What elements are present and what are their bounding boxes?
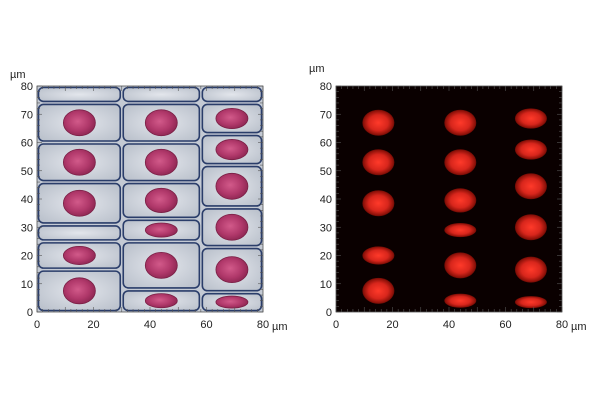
- nucleus: [144, 293, 178, 309]
- fluorescent-nucleus: [514, 256, 547, 283]
- x-tick-label: 80: [556, 319, 568, 331]
- fluorescent-nucleus: [444, 109, 477, 136]
- fluorescent-nucleus: [444, 188, 477, 213]
- fluorescent-nucleus: [444, 149, 477, 176]
- nucleus: [144, 148, 178, 176]
- fluorescent-nucleus: [514, 139, 547, 160]
- nucleus: [144, 187, 178, 213]
- nucleus: [144, 109, 178, 137]
- fluorescent-nucleus: [444, 293, 477, 308]
- cell: [201, 86, 263, 103]
- y-tick-label: 10: [320, 279, 332, 291]
- nucleus: [144, 251, 178, 279]
- y-tick-label: 60: [320, 138, 332, 150]
- nucleus: [62, 109, 96, 137]
- fluorescent-nucleus: [362, 246, 395, 265]
- x-tick-label: 60: [499, 319, 511, 331]
- y-tick-label: 0: [326, 307, 332, 319]
- y-unit-label: µm: [309, 63, 325, 75]
- x-tick-label: 60: [200, 319, 212, 331]
- fluorescent-nucleus: [362, 190, 395, 217]
- y-tick-label: 20: [320, 251, 332, 263]
- nucleus: [144, 222, 178, 238]
- fluorescent-nucleus: [362, 277, 395, 304]
- x-tick-label: 40: [443, 319, 455, 331]
- y-tick-label: 30: [320, 222, 332, 234]
- fluorescent-nucleus: [514, 173, 547, 200]
- y-tick-label: 60: [21, 138, 33, 150]
- cell: [37, 225, 122, 241]
- fluorescence-image: [336, 86, 562, 312]
- y-tick-label: 40: [320, 194, 332, 206]
- x-unit-label: µm: [272, 321, 288, 333]
- fluorescent-nucleus: [444, 252, 477, 279]
- y-tick-label: 30: [21, 222, 33, 234]
- x-tick-label: 20: [386, 319, 398, 331]
- nucleus: [215, 295, 249, 309]
- fluorescent-nucleus: [444, 223, 477, 238]
- y-tick-label: 0: [27, 307, 33, 319]
- x-tick-label: 0: [333, 319, 339, 331]
- nucleus: [215, 107, 249, 129]
- y-tick-label: 50: [320, 166, 332, 178]
- nucleus: [215, 139, 249, 161]
- nucleus: [215, 256, 249, 284]
- x-tick-label: 20: [87, 319, 99, 331]
- x-tick-label: 40: [144, 319, 156, 331]
- cell: [37, 86, 122, 103]
- fluorescent-nucleus: [514, 214, 547, 241]
- y-tick-label: 70: [320, 109, 332, 121]
- y-unit-label: µm: [10, 69, 26, 81]
- y-tick-label: 10: [21, 279, 33, 291]
- nucleus: [62, 189, 96, 217]
- nucleus: [215, 213, 249, 241]
- y-tick-label: 50: [21, 166, 33, 178]
- nucleus: [62, 148, 96, 176]
- nucleus: [62, 277, 96, 305]
- nucleus: [62, 246, 96, 265]
- fluorescent-nucleus: [514, 108, 547, 129]
- nucleus: [215, 172, 249, 200]
- fluorescent-nucleus: [362, 149, 395, 176]
- y-tick-label: 80: [320, 81, 332, 93]
- brightfield-image: [37, 86, 263, 312]
- x-tick-label: 80: [257, 319, 269, 331]
- fluorescent-nucleus: [362, 109, 395, 136]
- y-tick-label: 40: [21, 194, 33, 206]
- y-tick-label: 70: [21, 109, 33, 121]
- brightfield-panel: 0 10 20 30 40 50 60 70 80 0 20 40 60 80 µm µm: [10, 69, 288, 333]
- fluorescence-panel: 0 10 20 30 40 50 60 70 80 0 20 40 60 80 µm µm: [309, 63, 587, 333]
- x-tick-label: 0: [34, 319, 40, 331]
- x-unit-label: µm: [571, 321, 587, 333]
- y-tick-label: 80: [21, 81, 33, 93]
- fluorescent-nucleus: [514, 296, 547, 309]
- cell: [122, 86, 201, 103]
- y-tick-label: 20: [21, 251, 33, 263]
